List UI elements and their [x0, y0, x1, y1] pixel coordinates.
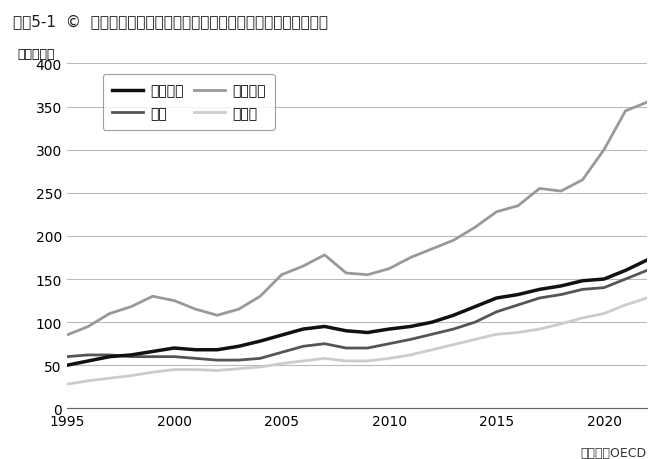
Legend: イギリス, 日本, アメリカ, ドイツ: イギリス, 日本, アメリカ, ドイツ	[103, 75, 275, 130]
Text: 図表5-1  ©  主要国の家計金融資産の額（一人あたり、単位：千ドル）: 図表5-1 © 主要国の家計金融資産の額（一人あたり、単位：千ドル）	[13, 14, 328, 29]
Text: （千ドル）: （千ドル）	[17, 48, 55, 61]
Text: データ：OECD: データ：OECD	[581, 446, 647, 459]
